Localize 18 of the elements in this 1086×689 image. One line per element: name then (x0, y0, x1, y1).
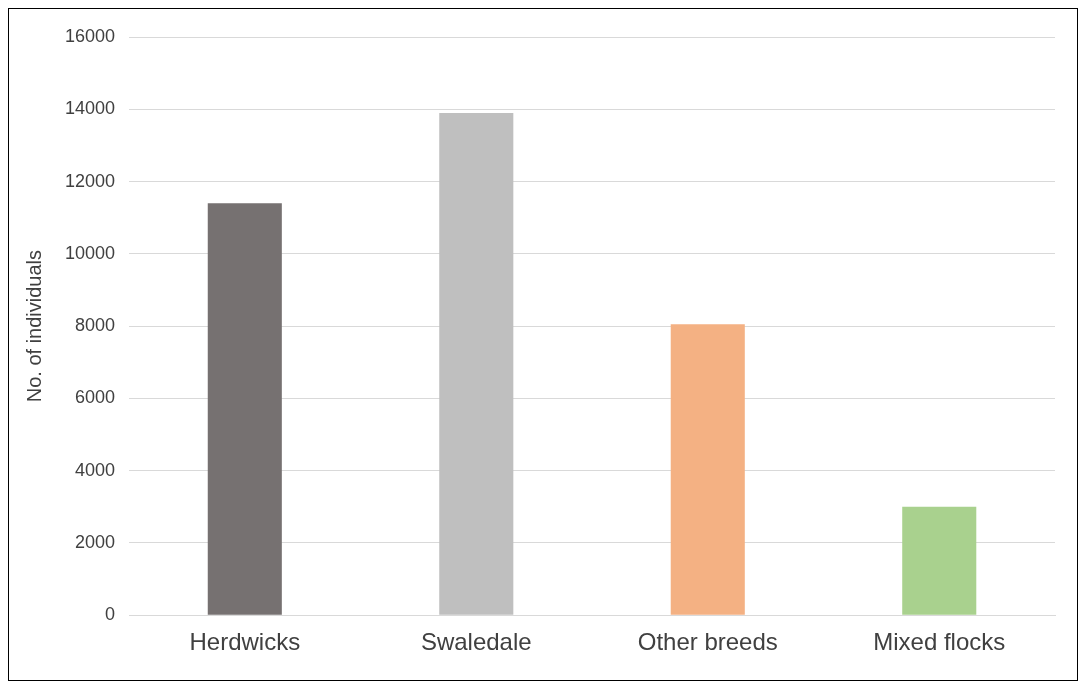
y-tick-label: 8000 (75, 315, 116, 336)
bar (439, 112, 514, 615)
bar (902, 506, 977, 615)
x-tick-label: Mixed flocks (873, 628, 1006, 656)
y-tick-label: 16000 (64, 25, 116, 46)
y-tick-label: 10000 (64, 242, 116, 263)
x-tick-label: Herdwicks (189, 628, 301, 656)
y-tick-label: 14000 (64, 98, 116, 119)
y-tick-label: 6000 (75, 387, 116, 408)
y-axis-title: No. of individuals (22, 249, 45, 403)
y-tick-label: 0 (105, 604, 116, 625)
y-tick-label: 2000 (75, 531, 116, 552)
y-tick-label: 12000 (64, 170, 116, 191)
bar (670, 324, 745, 615)
x-tick-label: Swaledale (420, 628, 532, 656)
bar (207, 203, 282, 615)
y-tick-label: 4000 (75, 459, 116, 480)
x-tick-label: Other breeds (637, 628, 778, 656)
